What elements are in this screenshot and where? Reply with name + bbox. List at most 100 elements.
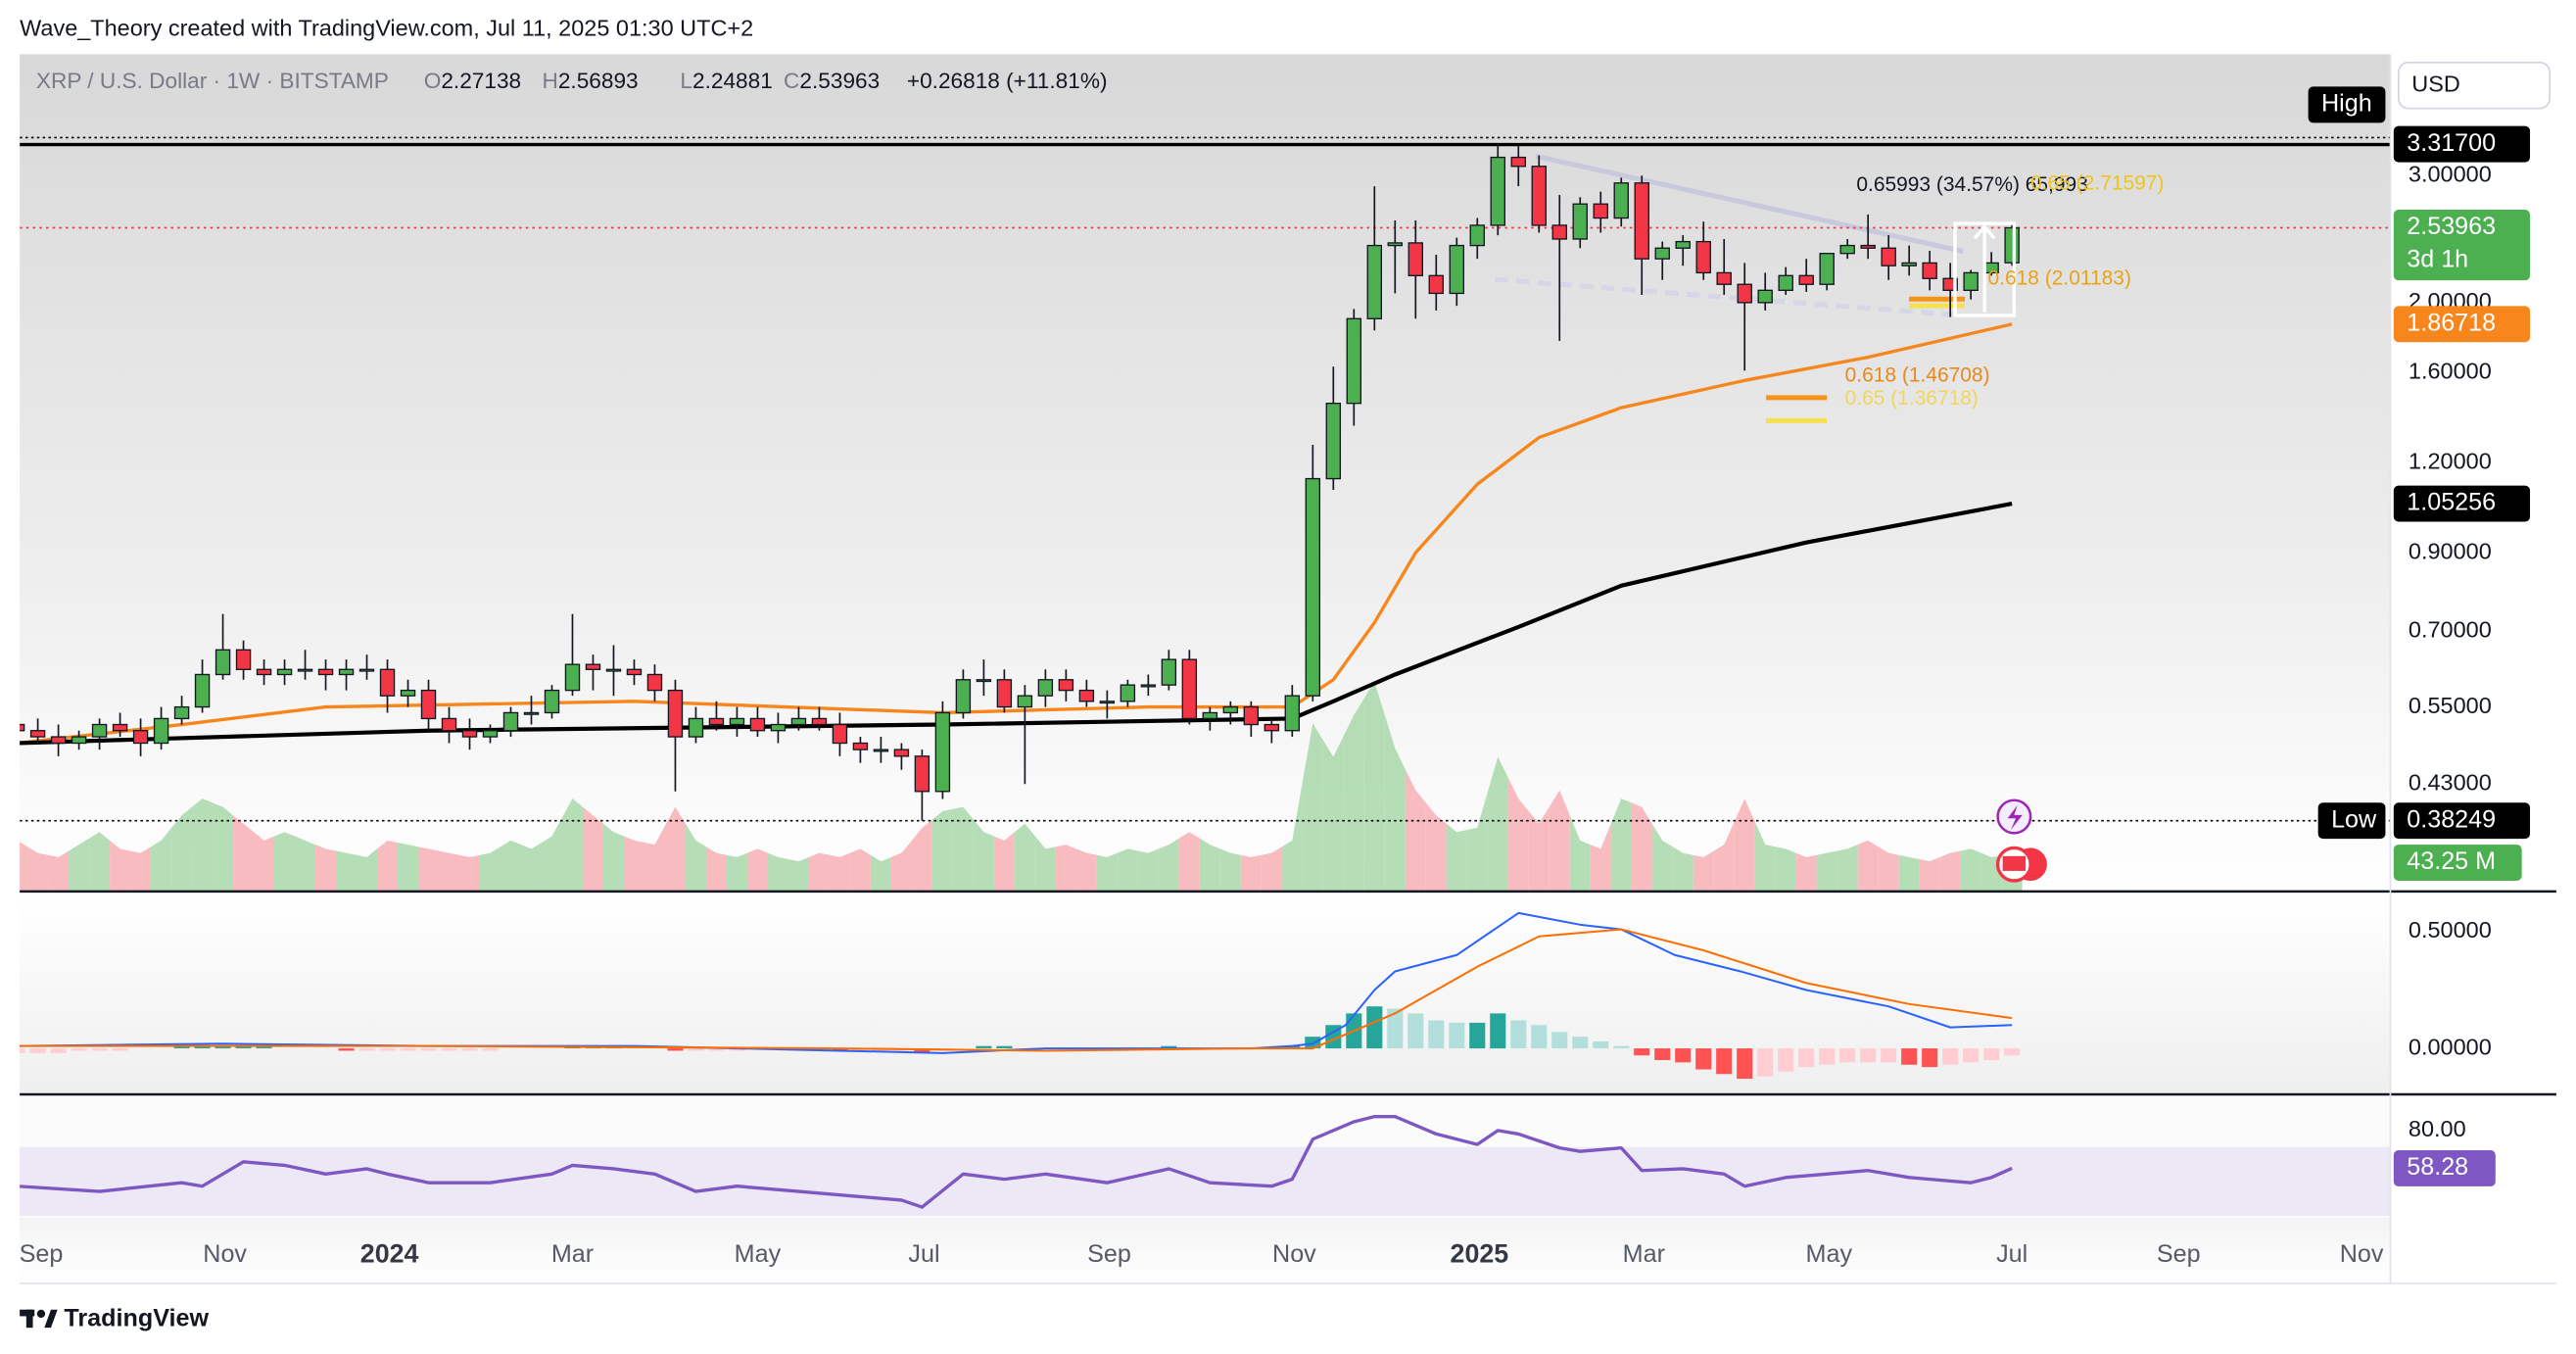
volume-area (130, 846, 152, 892)
measure-arrow-head (1973, 223, 1996, 240)
volume-area (1734, 798, 1755, 892)
footer-brand: TradingView (64, 1304, 209, 1331)
rsi-tick-label: 80.00 (2409, 1116, 2466, 1141)
y-tick-label: 0.43000 (2409, 769, 2492, 795)
volume-area (541, 817, 562, 892)
volume-area (1178, 832, 1200, 892)
volume-area (1775, 846, 1796, 892)
candle-body (770, 723, 787, 732)
volume-area (151, 828, 172, 892)
candle-body (667, 689, 684, 738)
x-tick-label: Sep (1087, 1240, 1131, 1268)
macd-histogram-bar (1881, 1048, 1897, 1063)
macd-histogram-bar (1490, 1013, 1506, 1049)
legend-value: 2.24881 (692, 69, 773, 93)
volume-area (726, 852, 747, 892)
volume-area (1960, 848, 1981, 892)
candle-body (1346, 317, 1362, 405)
fib-annotation: 0.65 (2.71597) (2030, 171, 2164, 194)
candle-body (153, 717, 169, 745)
low-marker-value: 0.38249 (2407, 805, 2496, 833)
macd-histogram-bar (832, 1048, 848, 1051)
currency-button[interactable] (2398, 61, 2552, 110)
volume-area (1569, 815, 1591, 892)
macd-histogram-bar (194, 1045, 211, 1049)
volume-area (1898, 854, 1920, 892)
candle-body (1264, 723, 1280, 732)
candle-body (1695, 240, 1711, 274)
macd-histogram-bar (1510, 1020, 1527, 1049)
volume-area (439, 850, 460, 892)
candle-body (955, 679, 972, 714)
macd-histogram-bar (1737, 1048, 1753, 1080)
macd-histogram-bar (1613, 1045, 1630, 1049)
candle-body (811, 717, 828, 726)
volume-area (336, 850, 358, 892)
candle-body (173, 705, 190, 720)
y-tick-label: 0.90000 (2409, 538, 2492, 563)
volume-area (582, 806, 603, 892)
low-marker-label: Low (2331, 805, 2377, 833)
candle-body (1510, 156, 1526, 168)
macd-histogram-bar (996, 1045, 1013, 1049)
volume-area (931, 808, 953, 892)
y-tick-label: 0.55000 (2409, 693, 2492, 718)
candle-body (976, 679, 992, 683)
macd-histogram-bar (1654, 1048, 1671, 1060)
volume-area (1384, 714, 1406, 892)
x-tick-label: May (735, 1240, 782, 1268)
volume-area (233, 815, 255, 892)
volume-area (1919, 856, 1940, 892)
volume-area (1528, 806, 1550, 892)
high-marker-label: High (2321, 90, 2372, 118)
volume-area (520, 842, 542, 892)
macd-histogram-bar (215, 1045, 231, 1049)
candle-body (1737, 283, 1752, 304)
high-marker-label-box (2308, 86, 2386, 123)
macd-layer (20, 911, 2021, 1080)
x-tick-label: Mar (551, 1240, 594, 1268)
volume-area (561, 798, 583, 892)
candle-body (1058, 679, 1074, 692)
legend-key: H (543, 69, 558, 93)
volume-area (1055, 845, 1076, 892)
candle-body (256, 668, 272, 676)
axes: Sep Nov 2024 Mar May Jul Sep Nov 2025 Mar May Jul Se… (20, 86, 2531, 1268)
candle-body (873, 749, 889, 752)
volume-area (787, 856, 809, 892)
candle-body (1449, 244, 1464, 295)
volume-area (870, 854, 891, 892)
volume-area (1795, 852, 1817, 892)
volume-area (1857, 840, 1879, 892)
volume-area (993, 832, 1015, 892)
y-tick-label: 1.20000 (2409, 448, 2492, 473)
candle-body (996, 679, 1013, 708)
macd-histogram-bar (358, 1048, 375, 1051)
macd-histogram-bar (1942, 1048, 1959, 1065)
macd-histogram-bar (1860, 1048, 1877, 1063)
volume-area (1549, 790, 1570, 892)
candle-body (893, 749, 910, 757)
logo-part (36, 1309, 46, 1319)
y-tick-label: 3.00000 (2409, 161, 2492, 186)
volume-area (1507, 777, 1529, 892)
legend-value: 2.53963 (799, 69, 880, 93)
candle-body (729, 717, 745, 726)
candle-body (502, 711, 519, 732)
volume-area (398, 842, 419, 892)
volume-area (500, 840, 521, 892)
candle-body (1675, 240, 1691, 249)
candle-body (1757, 289, 1773, 304)
macd-histogram-bar (400, 1048, 416, 1051)
volume-area (1651, 823, 1673, 892)
candle-body (1593, 203, 1608, 219)
candle-body (1881, 247, 1896, 266)
volume-area (1219, 848, 1241, 892)
macd-signal-line (20, 928, 2013, 1052)
macd-histogram-bar (1798, 1048, 1815, 1068)
volume-area (1713, 821, 1735, 892)
macd-histogram-bar (1778, 1048, 1794, 1072)
candle-body (1572, 203, 1588, 240)
volume-area (1693, 850, 1714, 892)
